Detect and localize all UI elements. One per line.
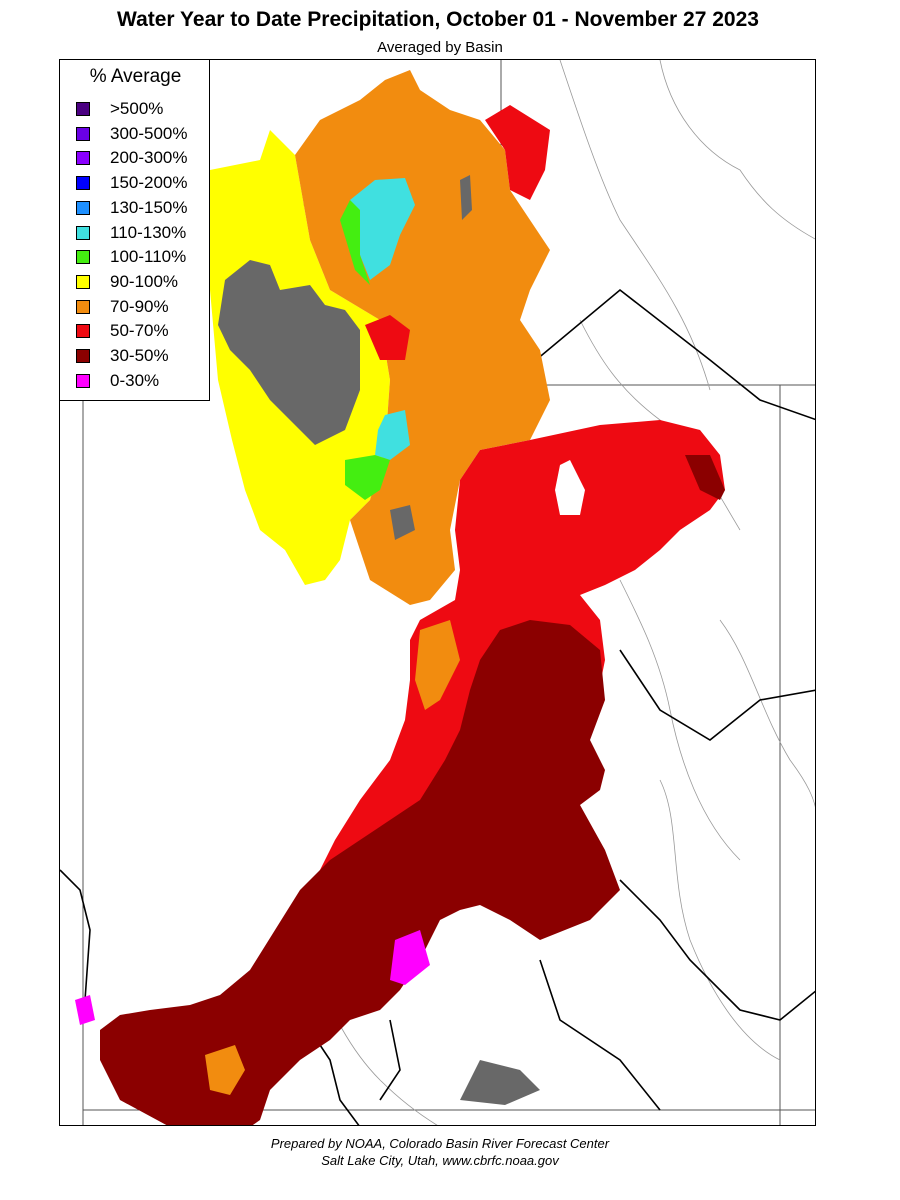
great-salt-lake: [218, 260, 360, 445]
legend-item: 100-110%: [76, 246, 186, 268]
legend-label: >500%: [110, 99, 164, 118]
footer-contact: Salt Lake City, Utah, www.cbrfc.noaa.gov: [321, 1153, 559, 1168]
region-100-110: [340, 200, 370, 285]
legend-label: 110-130%: [110, 222, 187, 242]
legend-item: >500%: [76, 98, 163, 120]
legend-label: 90-100%: [110, 271, 179, 291]
legend-label: 300-500%: [110, 123, 188, 143]
reservoir-south: [390, 505, 415, 540]
region-50-70-mid: [365, 315, 410, 360]
legend-label: 30-50%: [110, 346, 169, 365]
reservoir: [460, 175, 472, 220]
region-0-30-west: [75, 995, 95, 1025]
legend-item: 300-500%: [76, 123, 188, 145]
legend-swatch: [76, 349, 90, 363]
precipitation-map: [59, 59, 816, 1126]
legend-item: 110-130%: [76, 222, 186, 244]
legend-swatch: [76, 250, 90, 265]
region-70-90-southwest: [205, 1045, 245, 1095]
map-title: Water Year to Date Precipitation, Octobe…: [117, 8, 759, 31]
legend-swatch: [76, 373, 90, 388]
map-subtitle: Averaged by Basin: [377, 39, 503, 56]
legend: % Average >500% 300-500% 200-300% 150-200% 1…: [59, 59, 210, 401]
region-50-70-north: [485, 105, 550, 200]
legend-title: % Average: [89, 66, 182, 87]
legend-label: 150-200%: [110, 173, 188, 193]
legend-item: 90-100%: [76, 271, 178, 293]
legend-item: 150-200%: [76, 172, 188, 194]
legend-swatch: [76, 176, 90, 191]
lake-powell: [460, 1060, 540, 1105]
legend-item: 130-150%: [76, 197, 188, 219]
region-no-data: [555, 460, 585, 515]
legend-item: 50-70%: [76, 320, 169, 342]
legend-swatch: [76, 200, 90, 215]
region-110-130: [350, 178, 415, 280]
region-100-110-south: [345, 455, 390, 500]
region-70-90-mid: [415, 620, 460, 710]
legend-item: 30-50%: [76, 345, 169, 367]
region-0-30: [390, 930, 430, 985]
legend-swatch: [76, 299, 90, 314]
legend-label: 0-30%: [110, 370, 160, 390]
footer-credit: Prepared by NOAA, Colorado Basin River F…: [270, 1136, 610, 1151]
legend-label: 70-90%: [110, 296, 169, 316]
legend-item: 0-30%: [76, 370, 159, 392]
legend-label: 130-150%: [110, 197, 188, 217]
region-110-130-south: [375, 410, 410, 460]
region-30-50: [100, 620, 620, 1125]
legend-label: 50-70%: [110, 321, 169, 341]
legend-swatch: [76, 324, 90, 339]
legend-swatch: [76, 151, 90, 166]
legend-swatch: [76, 102, 90, 116]
legend-item: 200-300%: [76, 147, 188, 169]
legend-swatch: [76, 225, 90, 240]
legend-label: 200-300%: [110, 148, 188, 168]
legend-swatch: [76, 274, 90, 289]
region-30-50-northeast: [685, 455, 725, 500]
basin-boundaries: [60, 288, 815, 1125]
map-canvas: [60, 60, 815, 1125]
legend-swatch: [76, 126, 90, 141]
legend-item: 70-90%: [76, 296, 169, 318]
legend-label: 100-110%: [110, 247, 187, 267]
